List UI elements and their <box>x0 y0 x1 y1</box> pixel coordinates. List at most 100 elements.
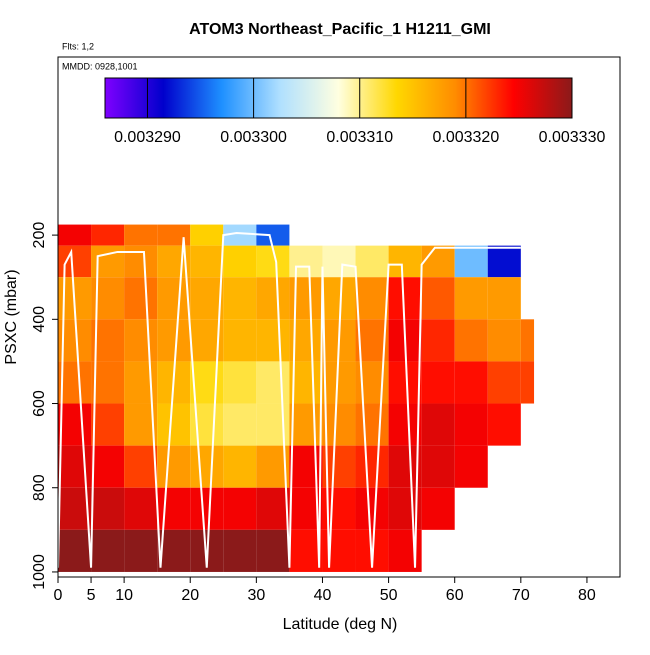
heat-cell <box>454 445 488 488</box>
heat-cell <box>223 245 257 278</box>
heat-cell <box>289 361 323 404</box>
y-axis-label: PSXC (mbar) <box>3 269 20 364</box>
heat-cell <box>520 361 535 404</box>
colorbar-tick-label: 0.003290 <box>114 129 181 146</box>
colorbar-tick-label: 0.003330 <box>539 129 606 146</box>
heat-cell <box>91 224 125 246</box>
colorbar <box>104 77 573 119</box>
heat-cell <box>289 529 323 572</box>
flights-note: Flts: 1,2 <box>62 41 94 51</box>
heat-cell <box>124 245 158 278</box>
heat-cell <box>355 445 389 488</box>
x-tick-label: 70 <box>512 587 530 604</box>
heat-cell <box>256 277 290 320</box>
heat-cell <box>355 277 389 320</box>
heat-cell <box>256 224 290 246</box>
heat-cell <box>157 445 191 488</box>
heat-cell <box>421 319 455 362</box>
heat-cell <box>58 529 92 572</box>
y-tick-label: 400 <box>31 306 48 333</box>
heat-cell <box>487 361 521 404</box>
heat-cell <box>91 403 125 446</box>
heat-cell <box>223 361 257 404</box>
heat-cell <box>388 403 422 446</box>
heat-cell <box>454 361 488 404</box>
heat-cell <box>355 403 389 446</box>
x-tick-label: 20 <box>181 587 199 604</box>
heat-cell <box>256 487 290 530</box>
heat-cell <box>388 245 422 278</box>
heat-cell <box>223 529 257 572</box>
heat-cell <box>91 245 125 278</box>
y-tick-label: 200 <box>31 222 48 249</box>
heat-cell <box>256 361 290 404</box>
heat-cell <box>289 403 323 446</box>
chart-title: ATOM3 Northeast_Pacific_1 H1211_GMI <box>189 21 491 38</box>
heat-cell <box>157 277 191 320</box>
colorbar-tick-label: 0.003300 <box>220 129 287 146</box>
heat-cell <box>487 277 521 320</box>
x-tick-label: 40 <box>314 587 332 604</box>
heat-cell <box>91 487 125 530</box>
heat-cell <box>388 277 422 320</box>
heat-cell <box>223 487 257 530</box>
heat-cell <box>190 277 224 320</box>
heat-cell <box>256 319 290 362</box>
heat-cell <box>256 529 290 572</box>
y-tick-label: 1000 <box>31 554 48 590</box>
heat-cell <box>355 245 389 278</box>
heat-cell <box>289 445 323 488</box>
x-tick-label: 5 <box>87 587 96 604</box>
heat-cell <box>157 487 191 530</box>
heat-cell <box>355 487 389 530</box>
heat-cell <box>223 224 257 246</box>
colorbar-tick-label: 0.003320 <box>432 129 499 146</box>
heat-cell <box>223 445 257 488</box>
heat-cell <box>322 361 356 404</box>
heat-cell <box>223 319 257 362</box>
heat-cell <box>124 529 158 572</box>
heat-cell <box>124 445 158 488</box>
heat-cell <box>487 319 521 362</box>
x-tick-label: 30 <box>247 587 265 604</box>
heat-cell <box>190 245 224 278</box>
heat-cell <box>487 403 521 446</box>
heat-cell <box>421 487 455 530</box>
heat-cell <box>454 277 488 320</box>
heat-cell <box>454 403 488 446</box>
heat-cell <box>124 277 158 320</box>
x-tick-label: 10 <box>115 587 133 604</box>
x-tick-label: 0 <box>54 587 63 604</box>
y-tick-label: 600 <box>31 390 48 417</box>
heat-cell <box>289 245 323 278</box>
heat-cell <box>223 277 257 320</box>
heat-cell <box>388 361 422 404</box>
heat-cell <box>124 224 158 246</box>
heat-cell <box>58 361 92 404</box>
heat-cell <box>454 245 488 278</box>
heat-cell <box>421 245 455 278</box>
heat-cell <box>91 445 125 488</box>
x-axis-label: Latitude (deg N) <box>283 616 398 633</box>
x-tick-label: 50 <box>380 587 398 604</box>
heat-cell <box>223 403 257 446</box>
heat-cell <box>124 487 158 530</box>
y-tick-label: 800 <box>31 474 48 501</box>
heat-cell <box>421 361 455 404</box>
heat-cell <box>421 277 455 320</box>
heat-cell <box>157 224 191 246</box>
flight-track <box>57 231 521 568</box>
heat-cell <box>421 403 455 446</box>
heat-cell <box>58 245 92 278</box>
heat-cell <box>124 319 158 362</box>
heat-cell <box>58 224 92 246</box>
heat-cell <box>157 319 191 362</box>
heat-cell <box>190 224 224 246</box>
heat-cell <box>91 361 125 404</box>
heat-cell <box>421 445 455 488</box>
heat-cell <box>58 403 92 446</box>
x-tick-label: 60 <box>446 587 464 604</box>
x-tick-label: 80 <box>578 587 596 604</box>
